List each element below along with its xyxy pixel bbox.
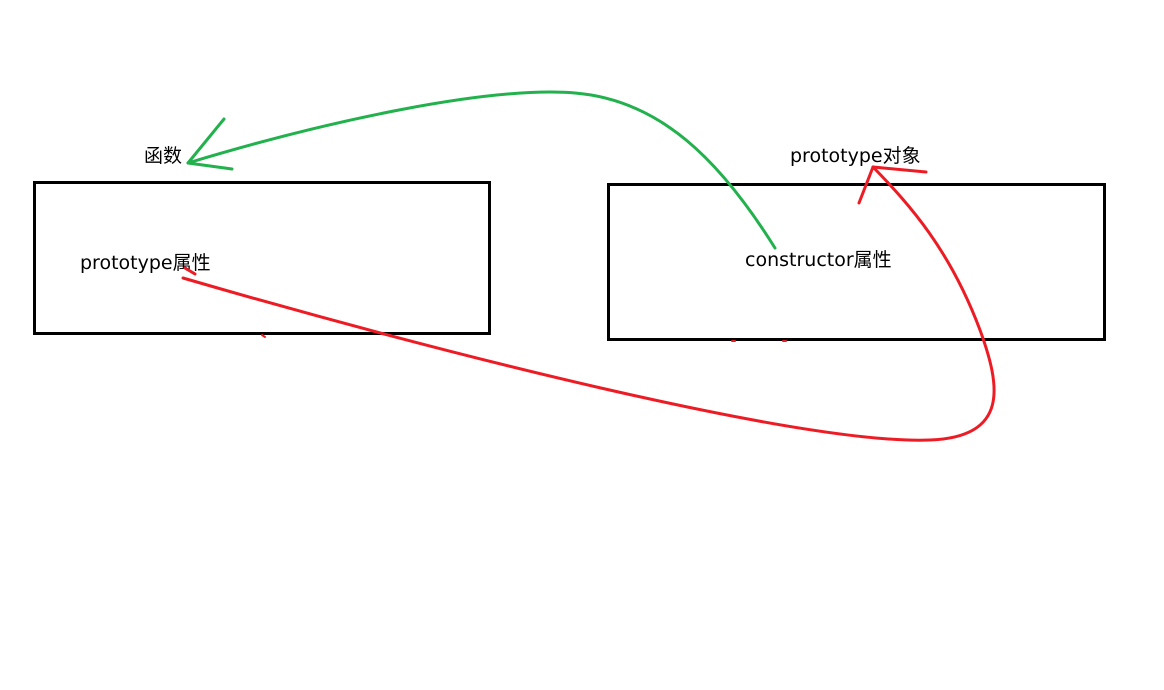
- function-prototype-property: prototype属性: [80, 252, 211, 274]
- red-start-tick: [183, 266, 197, 276]
- prototype-object-title: prototype对象: [790, 145, 921, 167]
- function-title: 函数: [144, 145, 183, 167]
- prototype-constructor-property: constructor属性: [745, 249, 892, 271]
- red-arrow-curve: [181, 165, 996, 442]
- green-arrowhead: [186, 117, 234, 171]
- prototype-object-box: [607, 183, 1106, 341]
- red-stray-mark: [261, 334, 266, 338]
- green-arrow-curve: [186, 90, 777, 250]
- red-arrowhead: [857, 165, 928, 205]
- function-box: [33, 181, 491, 335]
